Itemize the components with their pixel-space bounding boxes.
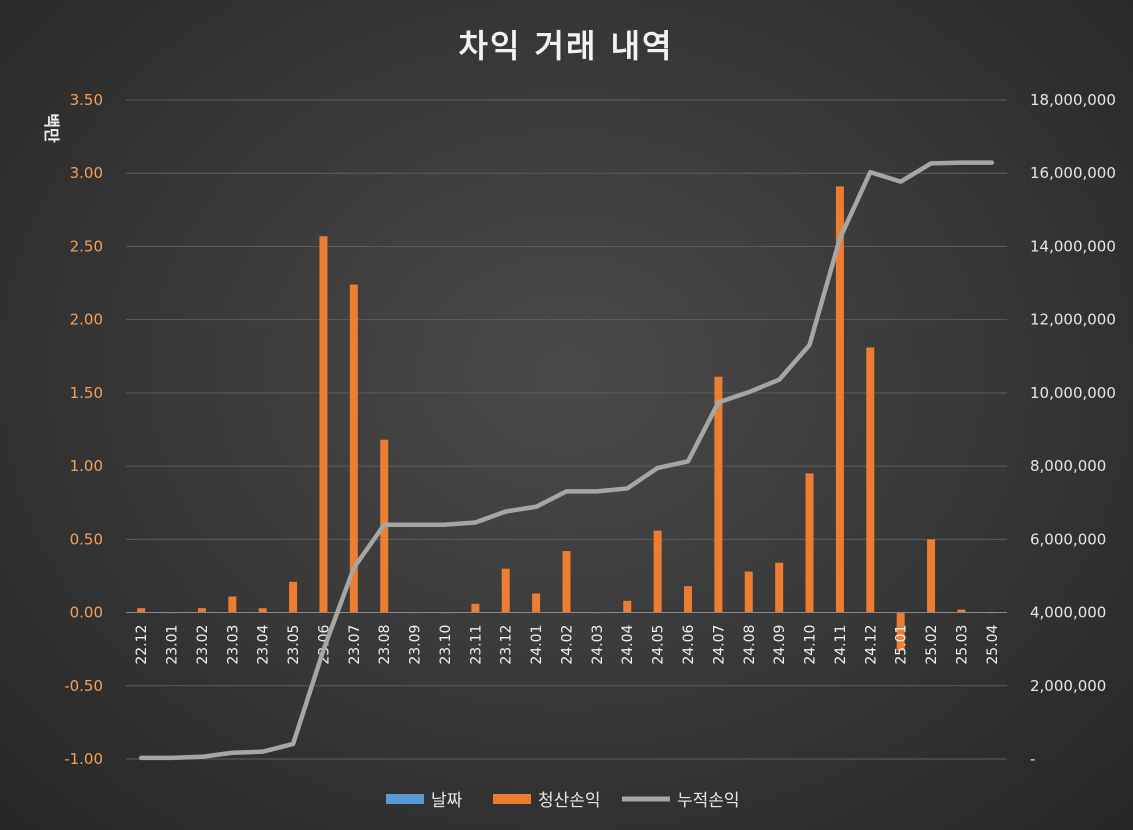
cumulative-line [138,160,995,761]
bar [896,612,905,651]
x-tick-label: 23.04 [256,624,272,664]
right-tick-label: 14,000,000 [1030,237,1116,255]
bar [684,586,693,613]
legend-label-cumulative: 누적손익 [677,791,740,811]
x-tick-label: 22.12 [134,625,150,665]
bar [653,530,662,613]
x-tick-label: 24.03 [590,625,606,665]
bar [197,608,206,613]
x-tick-label: 23.03 [225,625,241,665]
bar [501,568,510,613]
bar [623,600,632,613]
x-tick-label: 24.02 [560,625,576,665]
left-tick-label: 3.00 [70,164,103,182]
right-tick-label: - [1030,750,1035,768]
x-tick-label: 23.07 [347,625,363,665]
bars [137,186,996,651]
bar [349,284,358,613]
bar [714,376,723,613]
legend-label-date: 날짜 [431,791,463,811]
x-tick-label: 24.09 [772,625,788,665]
bar [471,603,480,613]
legend-swatch-pnl [493,794,531,804]
left-tick-label: -0.50 [64,677,103,695]
bar [744,571,753,613]
chart-title: 차익 거래 내역 [459,27,674,65]
x-axis-ticks: 22.12 23.01 23.02 23.03 23.04 23.05 23.06 23.07… [134,624,1001,664]
bar [957,609,966,613]
right-axis-ticks: 18,000,000 16,000,000 14,000,000 12,000,000… [1030,91,1116,768]
right-tick-label: 12,000,000 [1030,311,1116,329]
bar [805,473,814,613]
bar [532,593,541,613]
right-tick-label: 8,000,000 [1030,457,1106,475]
x-tick-label: 23.11 [468,625,484,665]
x-tick-label: 23.12 [499,625,515,665]
x-tick-label: 23.01 [165,625,181,665]
gridlines [126,99,1007,760]
x-tick-label: 24.07 [711,625,727,665]
bar [562,551,571,613]
x-tick-label: 24.04 [620,624,636,664]
legend-label-pnl: 청산손익 [538,791,601,811]
right-tick-label: 4,000,000 [1030,604,1106,622]
bar [835,186,844,613]
bar [775,562,784,613]
right-tick-label: 2,000,000 [1030,677,1106,695]
x-tick-label: 25.01 [894,625,910,665]
x-tick-label: 24.01 [529,625,545,665]
right-tick-label: 10,000,000 [1030,384,1116,402]
x-tick-label: 23.09 [408,625,424,665]
cumulative-line-path [138,160,995,761]
x-tick-label: 23.05 [286,625,302,665]
x-tick-label: 24.06 [681,624,697,664]
x-tick-label: 24.08 [742,625,758,665]
legend-swatch-date [386,794,424,804]
bar [289,581,298,613]
left-tick-label: 3.50 [70,91,103,109]
x-tick-label: 25.02 [924,625,940,665]
bar [927,539,936,613]
legend: 날짜 청산손익 누적손익 [386,791,740,811]
x-tick-label: 23.08 [377,625,393,665]
x-tick-label: 24.11 [833,625,849,665]
x-tick-label: 23.10 [438,625,454,665]
x-tick-label: 24.12 [863,625,879,665]
left-tick-label: 0.00 [70,604,103,622]
bar [258,608,267,613]
left-tick-label: 1.50 [70,384,103,402]
bar [228,596,237,613]
x-tick-label: 24.10 [803,625,819,665]
right-tick-label: 18,000,000 [1030,91,1116,109]
left-tick-label: 1.00 [70,457,103,475]
right-tick-label: 6,000,000 [1030,530,1106,548]
left-tick-label: 2.50 [70,237,103,255]
right-tick-label: 16,000,000 [1030,164,1116,182]
bar [866,347,875,613]
bar [137,608,146,613]
x-tick-label: 23.02 [195,625,211,665]
left-tick-label: -1.00 [64,750,103,768]
left-tick-label: 2.00 [70,311,103,329]
x-tick-label: 24.05 [651,625,667,665]
left-axis-ticks: 3.50 3.00 2.50 2.00 1.50 1.00 0.50 0.00 -0.50 -1.… [64,91,103,768]
x-tick-label: 25.04 [985,624,1001,664]
bar [319,236,328,613]
x-tick-label: 25.03 [954,625,970,665]
left-tick-label: 0.50 [70,530,103,548]
left-axis-unit: 백만 [42,113,61,143]
